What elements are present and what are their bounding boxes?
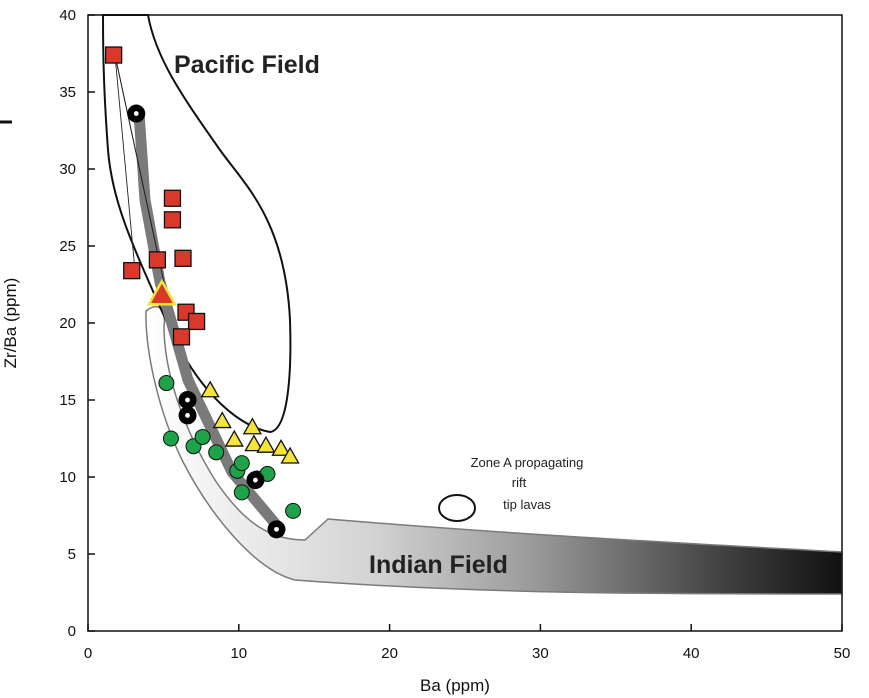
- circle-point: [208, 444, 225, 461]
- triangle-point: [200, 380, 220, 398]
- y-tick-label: 35: [59, 84, 76, 101]
- y-tick-label: 40: [59, 7, 76, 24]
- circle-point: [158, 375, 175, 392]
- large-triangle-point: [146, 278, 178, 306]
- pacific-field-label: Pacific Field: [174, 51, 320, 79]
- legend-line-2: rift: [512, 475, 527, 490]
- axis-ticks: 0 10 20 30 40 50 0 5 10 15 20 25 30 35 40: [59, 7, 850, 662]
- bullseye-point: [127, 104, 146, 123]
- square-point: [148, 251, 167, 269]
- triangle-point: [224, 429, 244, 447]
- square-point: [172, 328, 191, 346]
- square-point: [163, 211, 182, 229]
- triangle-point: [244, 434, 264, 452]
- indian-field-label: Indian Field: [369, 551, 508, 579]
- y-tick-label: 20: [59, 315, 76, 332]
- y-tick-label: 15: [59, 392, 76, 409]
- legend-line-3: tip lavas: [503, 497, 551, 512]
- triangle-point: [212, 411, 232, 429]
- bullseye-point: [246, 471, 265, 490]
- legend: Zone A propagating rift tip lavas: [438, 455, 584, 522]
- circle-point: [233, 455, 250, 472]
- x-tick-label: 30: [532, 645, 549, 662]
- triangle-point: [271, 438, 291, 456]
- square-point: [187, 312, 206, 331]
- circle-point: [194, 428, 211, 445]
- triangle-point: [256, 435, 276, 453]
- y-tick-label: 30: [59, 161, 76, 178]
- square-point: [163, 189, 182, 207]
- y-tick-label: 0: [68, 623, 76, 640]
- x-tick-label: 10: [230, 645, 247, 662]
- square-point: [174, 249, 192, 267]
- legend-line-1: Zone A propagating: [471, 455, 584, 470]
- circle-point: [285, 502, 302, 519]
- y-tick-label: 5: [68, 546, 76, 563]
- x-axis-title: Ba (ppm): [420, 676, 490, 695]
- bullseye-point: [267, 520, 286, 539]
- square-point: [123, 261, 141, 280]
- triangle-point: [280, 446, 300, 464]
- pacific-field-outline: [101, 14, 292, 434]
- legend-ellipse-marker: [438, 494, 476, 522]
- circle-point: [162, 430, 179, 447]
- circle-point: [233, 484, 250, 501]
- x-tick-label: 20: [381, 645, 398, 662]
- square-point: [104, 46, 123, 64]
- y-axis-title: Zr/Ba (ppm): [1, 278, 20, 369]
- y-tick-label: 10: [59, 469, 76, 486]
- y-tick-label: 25: [59, 238, 76, 255]
- triangle-point: [242, 417, 262, 435]
- bullseye-point: [178, 406, 197, 425]
- x-tick-label: 50: [834, 645, 851, 662]
- data-marks: [104, 46, 302, 539]
- x-tick-label: 40: [683, 645, 700, 662]
- bullseye-point: [178, 391, 197, 409]
- x-tick-label: 0: [84, 645, 92, 662]
